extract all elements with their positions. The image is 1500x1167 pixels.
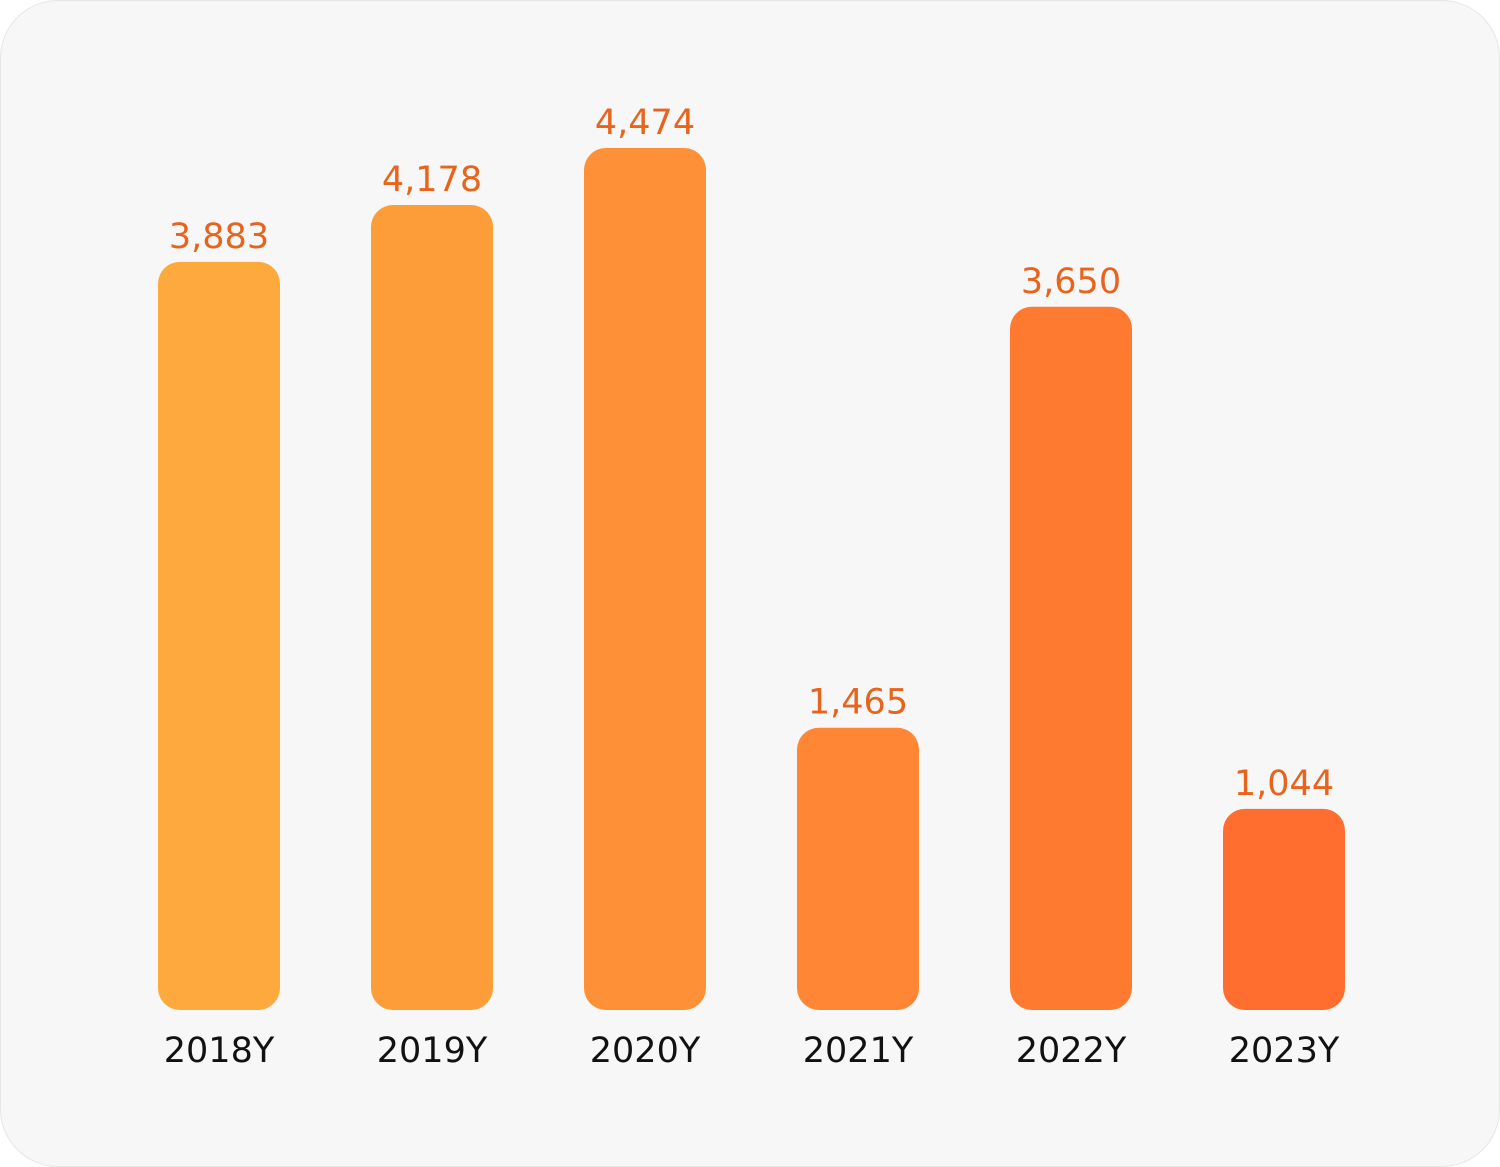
value-label-2021Y: 1,465 bbox=[808, 683, 908, 723]
category-label-group: 2018Y 2019Y 2020Y 2021Y 2022Y 2023Y bbox=[164, 1031, 1340, 1071]
category-label-2018Y: 2018Y bbox=[164, 1031, 275, 1071]
category-label-2021Y: 2021Y bbox=[803, 1031, 914, 1071]
bar-2019Y bbox=[371, 205, 493, 1010]
bar-2018Y bbox=[158, 261, 280, 1011]
bar-group bbox=[158, 148, 1345, 1011]
category-label-2020Y: 2020Y bbox=[590, 1031, 701, 1071]
value-label-2020Y: 4,474 bbox=[595, 103, 695, 143]
bar-2023Y bbox=[1223, 808, 1345, 1010]
bar-2021Y bbox=[797, 727, 919, 1010]
value-label-2023Y: 1,044 bbox=[1234, 764, 1334, 804]
category-label-2023Y: 2023Y bbox=[1229, 1031, 1340, 1071]
bar-2022Y bbox=[1010, 306, 1132, 1011]
value-label-2019Y: 4,178 bbox=[382, 160, 482, 200]
category-label-2019Y: 2019Y bbox=[377, 1031, 488, 1071]
bar-2020Y bbox=[584, 148, 706, 1010]
category-label-2022Y: 2022Y bbox=[1016, 1031, 1127, 1071]
value-label-2022Y: 3,650 bbox=[1021, 262, 1121, 302]
value-label-2018Y: 3,883 bbox=[169, 217, 269, 257]
value-label-group: 3,883 4,178 4,474 1,465 3,650 1,044 bbox=[169, 103, 1334, 804]
